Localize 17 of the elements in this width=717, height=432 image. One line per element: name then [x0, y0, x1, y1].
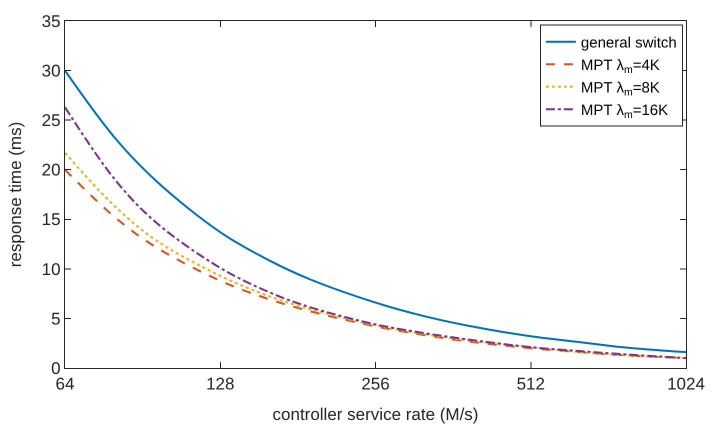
y-tick-label: 35: [42, 12, 61, 31]
y-tick-label: 10: [42, 260, 61, 279]
y-tick-label: 5: [51, 309, 61, 328]
y-tick-label: 30: [42, 62, 61, 81]
y-tick-label: 25: [42, 111, 61, 130]
x-tick-label: 512: [516, 374, 545, 394]
legend-label: MPT λ$_{m}$=4K: [580, 57, 660, 76]
x-tick-label: 1024: [667, 374, 705, 394]
legend-label: general switch: [580, 34, 677, 52]
y-axis-title: response time (ms): [6, 122, 26, 268]
legend-label: MPT λ$_{m}$=16K: [580, 102, 668, 122]
y-tick-label: 20: [42, 160, 61, 180]
x-tick-label: 256: [361, 374, 390, 394]
x-axis-title: controller service rate (M/s): [272, 404, 478, 424]
y-tick-label: 15: [42, 210, 61, 230]
x-tick-label: 128: [206, 374, 234, 394]
legend-label: MPT λ$_{m}$=8K: [580, 80, 660, 99]
